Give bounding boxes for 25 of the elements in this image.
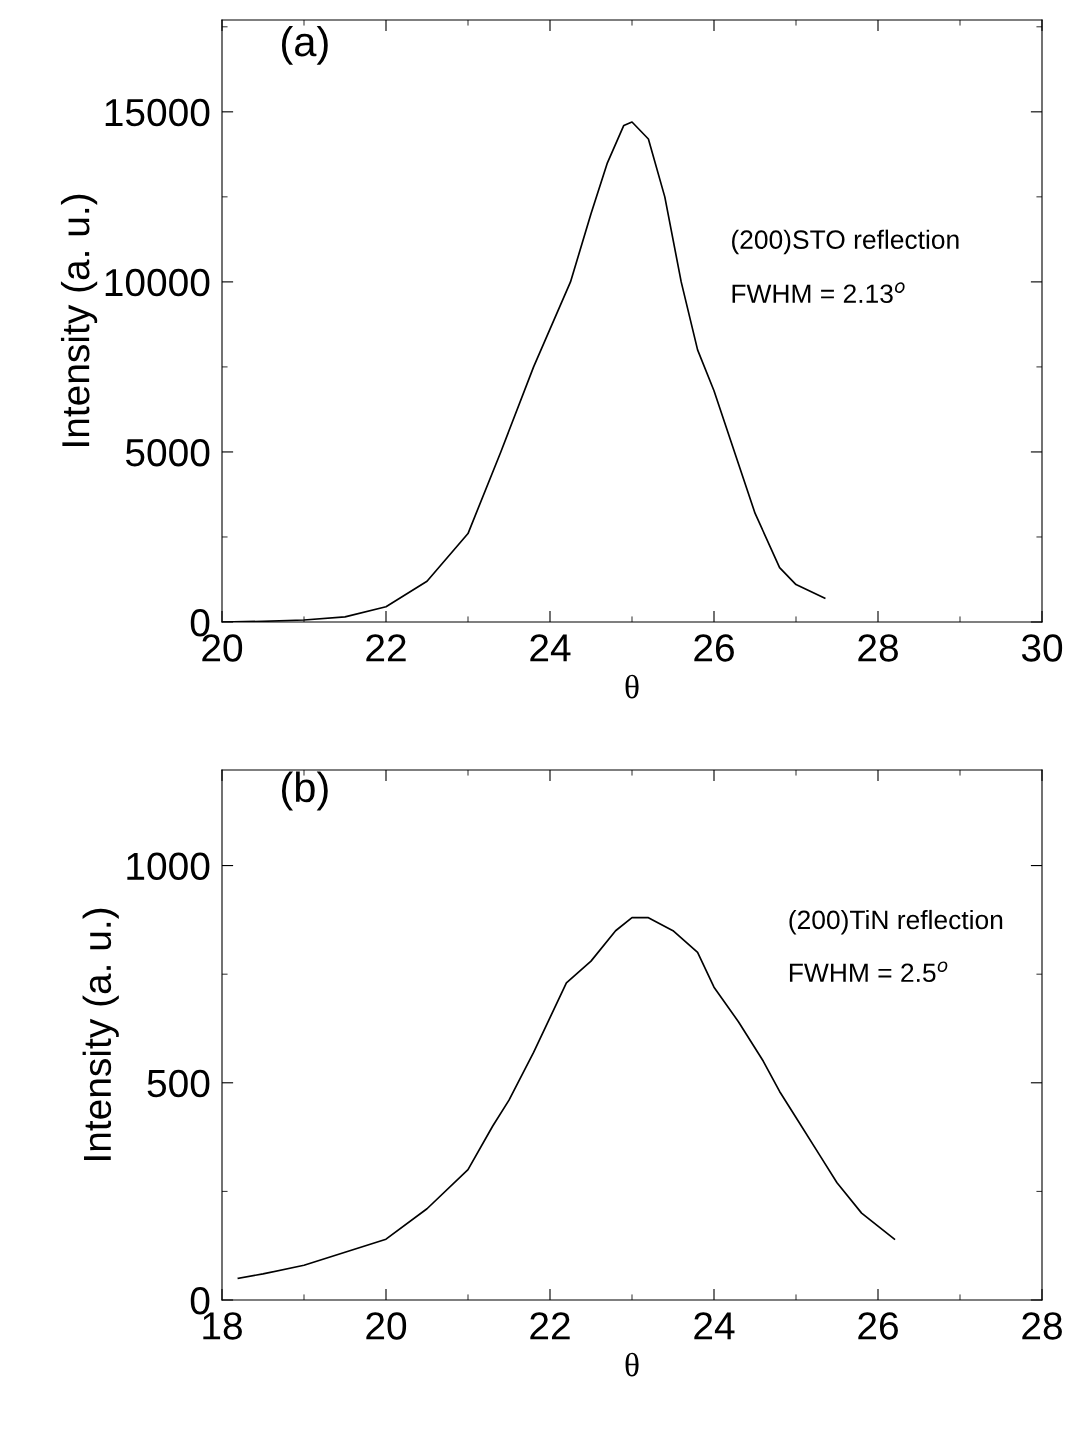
y-tick-label: 10000 — [105, 268, 210, 297]
x-tick-label: 26 — [858, 1312, 898, 1340]
x-tick-label: 26 — [694, 634, 734, 662]
x-tick-label: 28 — [858, 634, 898, 662]
annotation: (200)TiN reflection — [789, 909, 1003, 935]
annotation: (b) — [281, 771, 328, 811]
x-tick-label: 30 — [1021, 634, 1063, 662]
y-axis-title: Intensity (a. u.) — [60, 194, 98, 446]
x-tick-label: 22 — [530, 1312, 570, 1340]
y-tick-label: 15000 — [105, 98, 210, 127]
x-tick-label: 20 — [366, 1312, 407, 1340]
annotation: FWHM = 2.5$^{o}$ — [789, 961, 948, 983]
y-axis-title: Intensity (a. u.) — [82, 908, 119, 1160]
x-axis-title: θ — [625, 1352, 639, 1377]
y-tick-label: 1000 — [127, 852, 210, 881]
y-tick-label: 5000 — [125, 438, 210, 467]
x-tick-label: 24 — [530, 634, 571, 662]
x-tick-label: 22 — [366, 634, 406, 662]
x-tick-label: 28 — [1022, 1312, 1062, 1340]
x-axis-title: θ — [625, 674, 639, 699]
annotation: FWHM = 2.13$^{o}$ — [732, 282, 905, 304]
x-tick-label: 24 — [694, 1312, 735, 1340]
annotation: (200)STO reflection — [732, 229, 959, 255]
annotation: (a) — [281, 25, 328, 65]
y-tick-label: 500 — [147, 1069, 210, 1098]
